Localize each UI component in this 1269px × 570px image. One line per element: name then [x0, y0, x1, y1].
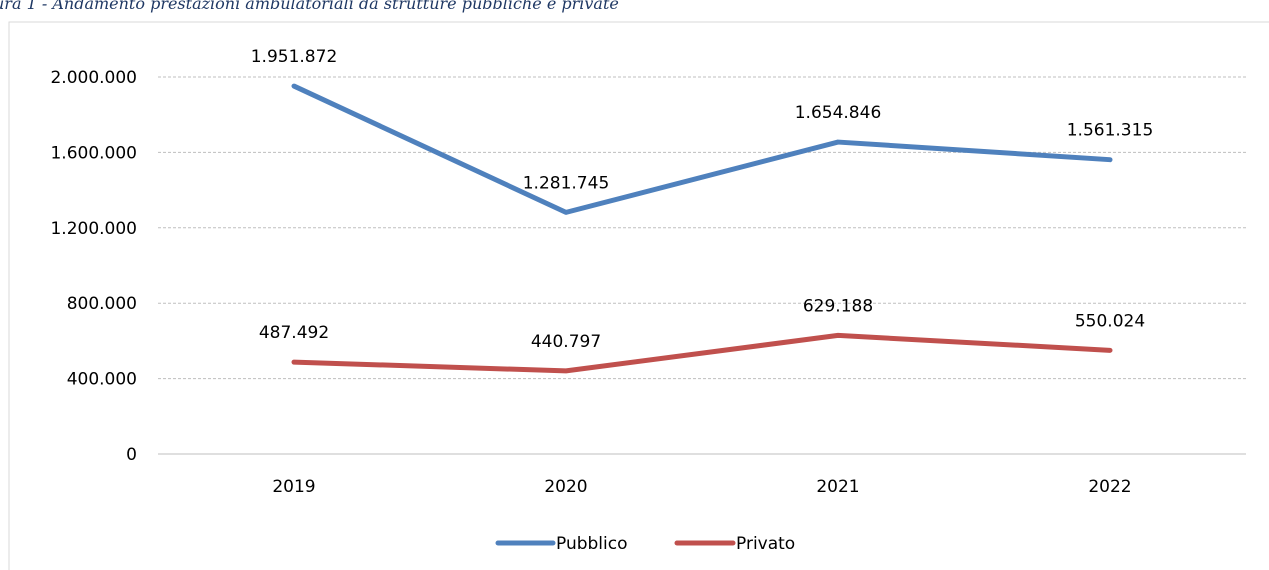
data-label: 440.797: [531, 332, 601, 352]
y-tick-label: 2.000.000: [50, 68, 137, 88]
data-labels: 1.951.872 1.281.745 1.654.846 1.561.315 487.…: [251, 47, 1154, 352]
legend: Pubblico Privato: [498, 534, 795, 554]
y-tick-label: 400.000: [67, 370, 137, 390]
data-label: 629.188: [803, 296, 873, 316]
x-tick-label: 2022: [1088, 477, 1131, 497]
data-label: 550.024: [1075, 311, 1145, 331]
series-lines: [294, 86, 1110, 371]
data-label: 1.281.745: [523, 173, 610, 193]
data-label: 1.951.872: [251, 47, 338, 67]
y-tick-label: 1.200.000: [50, 219, 137, 239]
y-tick-label: 0: [126, 445, 137, 465]
y-tick-label: 1.600.000: [50, 143, 137, 163]
y-tick-label: 800.000: [67, 294, 137, 314]
chart-area-border: [9, 22, 1269, 570]
x-tick-label: 2021: [816, 477, 859, 497]
legend-label-pubblico: Pubblico: [556, 534, 628, 554]
data-label: 1.561.315: [1067, 121, 1154, 141]
series-line-pubblico: [294, 86, 1110, 212]
x-tick-label: 2020: [544, 477, 587, 497]
legend-label-privato: Privato: [736, 534, 795, 554]
data-label: 1.654.846: [795, 103, 882, 123]
x-tick-label: 2019: [272, 477, 315, 497]
series-line-privato: [294, 335, 1110, 371]
data-label: 487.492: [259, 323, 329, 343]
